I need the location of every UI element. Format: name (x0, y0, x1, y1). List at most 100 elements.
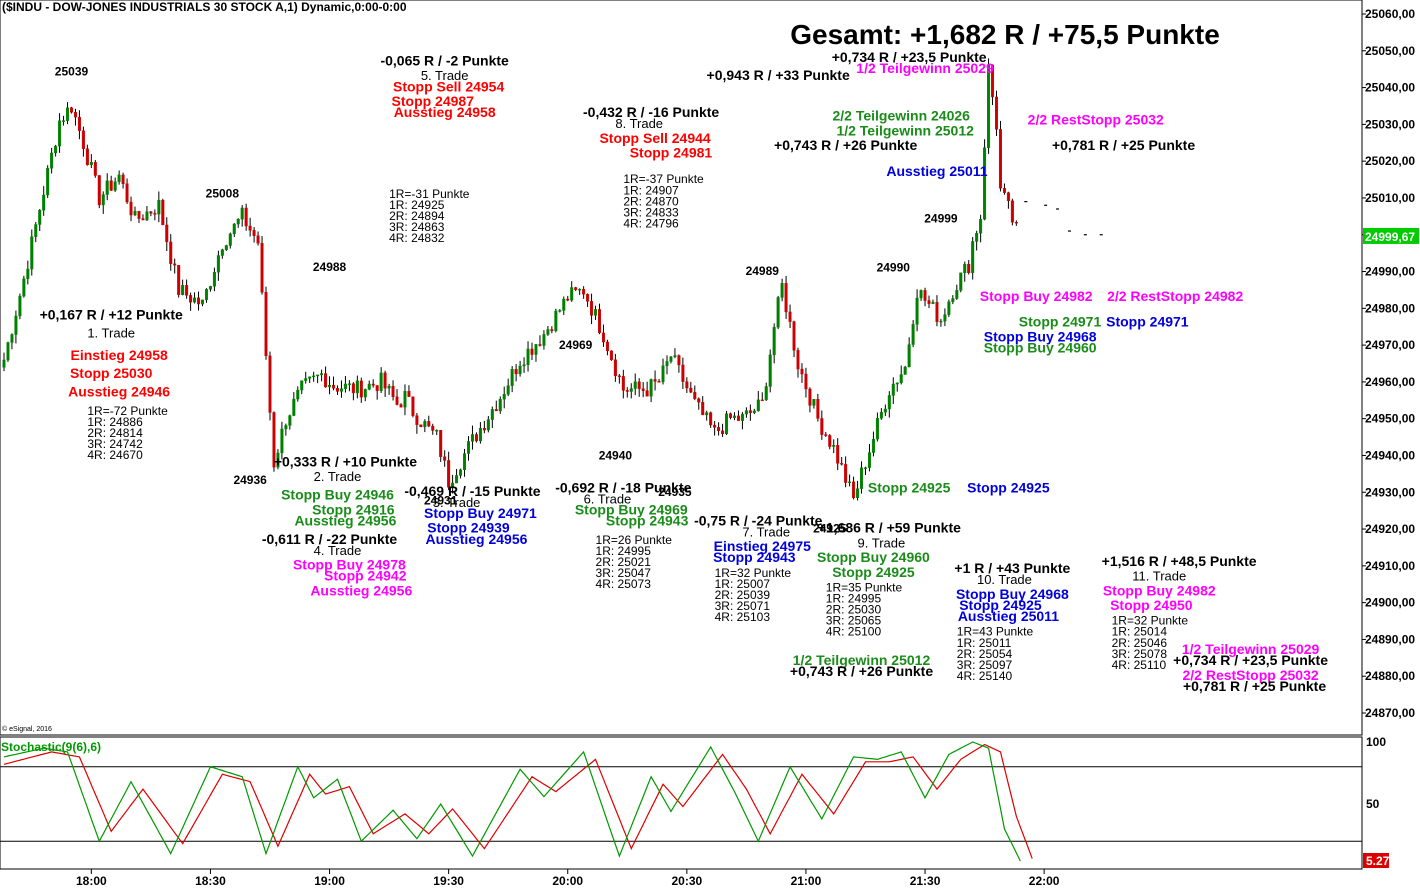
candle-body (756, 399, 760, 412)
candle (332, 376, 336, 391)
candle (681, 357, 685, 389)
candle-body (451, 482, 455, 488)
candle (844, 456, 848, 488)
price-tick-label: 25050,00 (1365, 44, 1415, 58)
stochastic-panel: Stochastic(9(6),6) 100 50 5.27 (0, 735, 1390, 870)
candle-body (617, 375, 621, 378)
candle (328, 376, 332, 395)
annotation-label: Stopp 24943 (713, 549, 796, 565)
candle (435, 429, 439, 436)
candle-body (284, 425, 288, 430)
candle (1014, 220, 1018, 226)
annotation-label: 1R=-72 Punkte (87, 404, 168, 418)
candle (740, 411, 744, 430)
candle (709, 411, 713, 428)
candle (133, 206, 137, 216)
annotation-label: 2R: 25054 (957, 647, 1013, 661)
candle (260, 236, 264, 295)
candle-body (558, 310, 562, 312)
candle (26, 260, 30, 285)
candle (617, 374, 621, 384)
candle-body (867, 452, 871, 468)
candle-body (693, 392, 697, 399)
candle (383, 370, 387, 397)
candle-body (125, 183, 129, 203)
candle (34, 221, 38, 243)
candle-body (554, 310, 558, 332)
candle-body (998, 129, 1002, 189)
candle-body (665, 361, 669, 367)
annotation-label: +0,734 R / +23,5 Punkte (832, 49, 987, 65)
candle (58, 113, 62, 153)
candle (419, 424, 423, 428)
candle (463, 448, 467, 477)
annotation-label: 1R=35 Punkte (826, 581, 903, 595)
annotation-label: 1/2 Teilgewinn 25029 (1182, 641, 1320, 657)
candle-body (677, 355, 681, 366)
candle (50, 147, 54, 174)
candle-body (62, 120, 66, 122)
candle-body (645, 390, 649, 397)
candle-body (776, 297, 780, 328)
candle-body (343, 383, 347, 389)
candle-body (959, 272, 963, 291)
time-tick-label: 18:30 (195, 874, 226, 888)
candle (598, 303, 602, 335)
candle (395, 389, 399, 406)
candle-body (145, 211, 149, 221)
candle (836, 438, 840, 471)
candle-body (669, 356, 673, 362)
candle-body (764, 386, 768, 401)
candle-body (987, 64, 991, 148)
candle-body (149, 211, 153, 214)
candle (732, 412, 736, 421)
candle (494, 400, 498, 412)
candle (343, 376, 347, 393)
annotation-label: Stopp 25030 (70, 365, 153, 381)
candle-body (915, 297, 919, 325)
candle-body (590, 301, 594, 316)
candle-body (129, 201, 133, 216)
stochastic-tick-label: 50 (1366, 797, 1380, 811)
candle-body (760, 399, 764, 402)
candle-body (375, 385, 379, 391)
candle (193, 292, 197, 304)
candle (105, 173, 109, 201)
candle-body (351, 383, 355, 394)
candle (848, 474, 852, 487)
candle-body (824, 434, 828, 436)
candle-body (967, 263, 971, 274)
candle (657, 378, 661, 383)
annotation-label: Stopp Sell 24944 (599, 130, 710, 146)
candle (427, 415, 431, 428)
candle-body (836, 445, 840, 464)
candle (979, 214, 983, 243)
candle-body (542, 334, 546, 346)
price-tail-dashes (1024, 201, 1103, 236)
candle (570, 281, 574, 302)
candle-body (740, 413, 744, 421)
last-price-badge (1363, 227, 1419, 244)
candle (518, 360, 522, 377)
candle-body (157, 200, 161, 215)
total-result-title: Gesamt: +1,682 R / +75,5 Punkte (790, 19, 1220, 50)
annotation-label: -0,75 R / -24 Punkte (694, 512, 823, 528)
candle-body (204, 289, 208, 301)
candle-body (137, 210, 141, 219)
annotation-label: 2R: 25039 (715, 588, 771, 602)
candle-body (264, 292, 268, 357)
candle (189, 292, 193, 311)
candle-body (863, 467, 867, 469)
candle-body (844, 464, 848, 483)
candle (736, 410, 740, 421)
candle (895, 382, 899, 392)
annotation-label: Stopp Buy 24960 (984, 339, 1097, 355)
annotation-label: +1,516 R / +48,5 Punkte (1102, 553, 1257, 569)
candle (649, 378, 653, 403)
candle-body (875, 418, 879, 440)
annotation-label: 1R: 25011 (957, 636, 1012, 650)
candle-body (228, 233, 232, 246)
candle-body (89, 162, 93, 166)
time-tick-label: 22:00 (1029, 874, 1060, 888)
candle (46, 165, 50, 199)
